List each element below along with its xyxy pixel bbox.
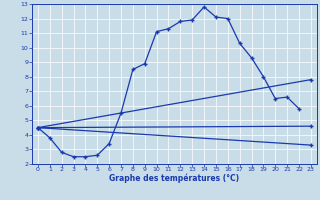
X-axis label: Graphe des températures (°C): Graphe des températures (°C) [109, 174, 239, 183]
